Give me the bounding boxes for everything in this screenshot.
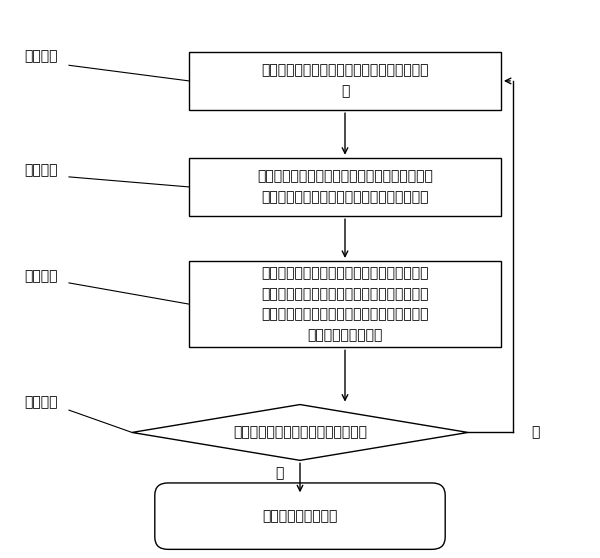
Polygon shape [132,405,468,460]
Text: 否: 否 [531,425,539,440]
Text: 步骤四三: 步骤四三 [24,269,58,283]
FancyBboxPatch shape [189,157,501,216]
FancyBboxPatch shape [189,261,501,347]
Text: 步骤四一: 步骤四一 [24,49,58,63]
FancyBboxPatch shape [155,483,445,549]
Text: 判断是否完成对所有焊盘的植球键合: 判断是否完成对所有焊盘的植球键合 [233,425,367,440]
Text: 控制激光器的激光头发出激光，经由激光到光
纤耦合器耦合到光纤中进行传输，再由激光自
聚焦透镜聚集后，对微钎料球进行重熔，完成
一个焊盘的植球键合: 控制激光器的激光头发出激光，经由激光到光 纤耦合器耦合到光纤中进行传输，再由激光… [261,266,429,342]
Text: 是: 是 [275,466,283,480]
Text: 将待键合芯片和吸嘴均移动到植球区，将吸嘴中
的微钎料球释放并固定在一个未键合焊盘中心: 将待键合芯片和吸嘴均移动到植球区，将吸嘴中 的微钎料球释放并固定在一个未键合焊盘… [257,170,433,204]
FancyBboxPatch shape [189,52,501,110]
Text: 步骤四四: 步骤四四 [24,395,58,409]
Text: 芯片的植球键合完成: 芯片的植球键合完成 [262,509,338,523]
Text: 步骤四二: 步骤四二 [24,163,58,177]
Text: 将吸嘴移动到供料区，从供料瓶中吸取微钎料
球: 将吸嘴移动到供料区，从供料瓶中吸取微钎料 球 [261,64,429,98]
